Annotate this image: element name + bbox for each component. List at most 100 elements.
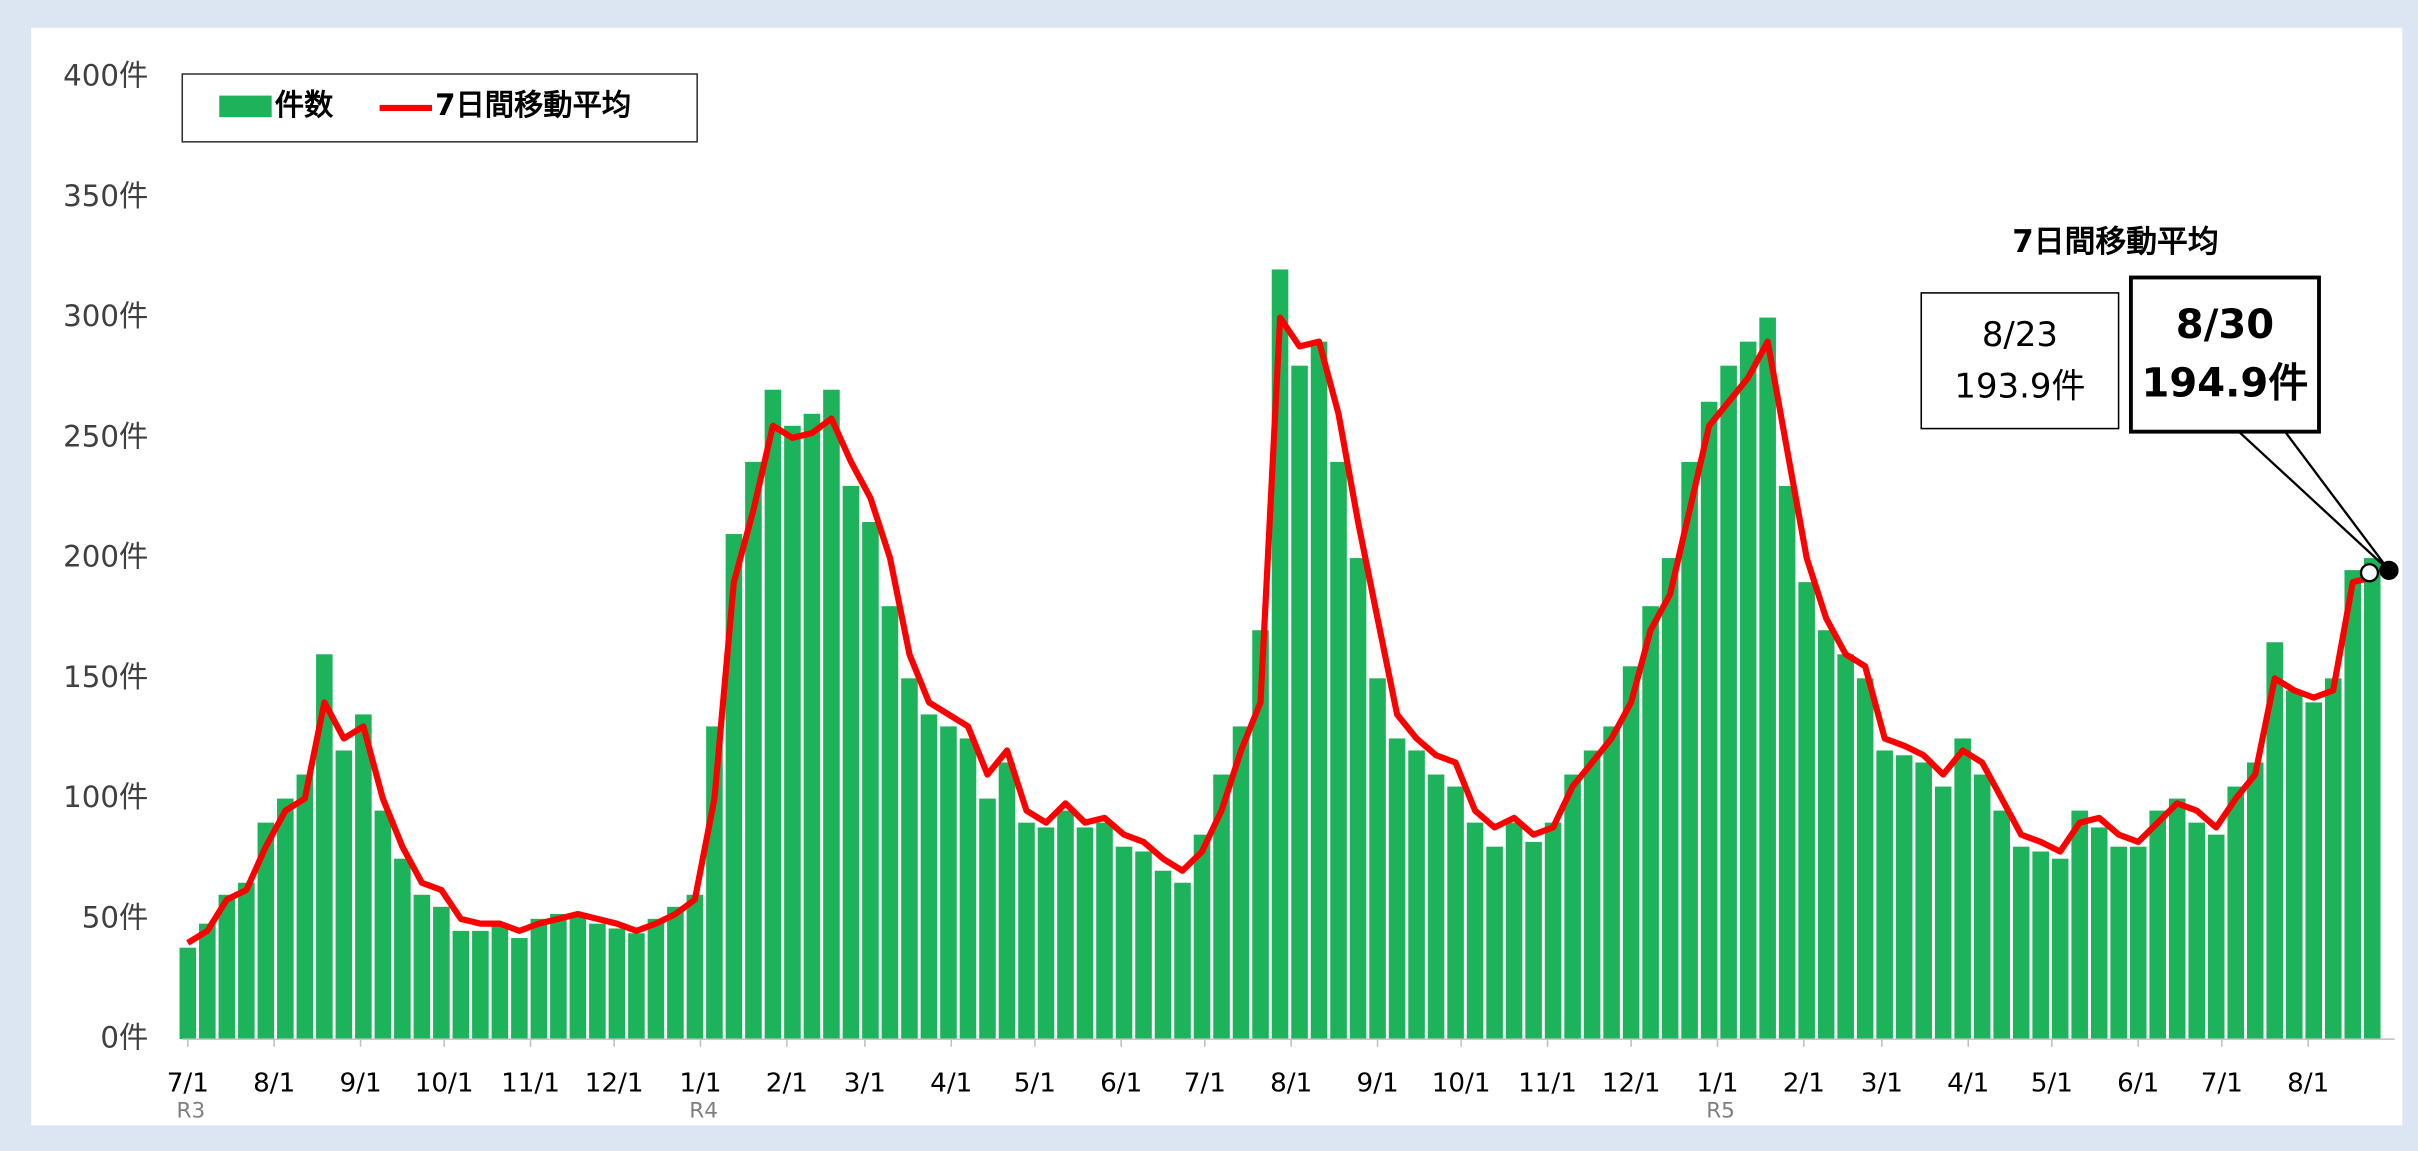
- bar: [2188, 822, 2206, 1040]
- bar: [940, 726, 957, 1040]
- bar: [1427, 774, 1445, 1040]
- bar: [764, 389, 782, 1040]
- era-label: R3: [177, 1099, 206, 1124]
- bar: [277, 798, 294, 1040]
- bar: [628, 933, 645, 1040]
- bar: [1583, 750, 1601, 1040]
- x-tick-label: 7/1: [167, 1068, 209, 1098]
- bar: [1934, 786, 1952, 1040]
- bar: [686, 894, 704, 1040]
- bar: [1700, 401, 1718, 1040]
- x-tick-label: 5/1: [1014, 1068, 1056, 1098]
- bar: [920, 714, 938, 1040]
- bar: [2168, 798, 2186, 1040]
- x-tick-label: 7/1: [2201, 1068, 2243, 1098]
- bar: [296, 774, 314, 1040]
- bar: [1837, 654, 1854, 1040]
- annotation-date: 8/30: [2176, 302, 2274, 348]
- bar: [608, 928, 626, 1040]
- bar: [1486, 846, 1503, 1040]
- bar: [2324, 678, 2342, 1040]
- bar: [199, 923, 216, 1040]
- bar: [394, 858, 411, 1040]
- bar: [2246, 762, 2264, 1040]
- bar: [2227, 786, 2245, 1040]
- bar: [1018, 822, 1035, 1040]
- x-tick-label: 9/1: [339, 1068, 381, 1098]
- bar: [1076, 827, 1094, 1040]
- bar: [2012, 846, 2030, 1040]
- legend: 件数 7日間移動平均: [181, 73, 698, 143]
- annotation-title: 7日間移動平均: [2012, 224, 2218, 260]
- bar: [803, 413, 821, 1040]
- x-tick-label: 3/1: [844, 1068, 886, 1098]
- bar: [2266, 642, 2284, 1040]
- bar: [589, 923, 606, 1040]
- bar: [1681, 461, 1698, 1040]
- annotation-point: [2359, 563, 2380, 583]
- bar: [842, 485, 860, 1040]
- x-tick-label: 8/1: [253, 1068, 295, 1098]
- y-tick-label: 350件: [63, 179, 148, 213]
- bar: [1778, 485, 1796, 1040]
- bar: [901, 678, 918, 1040]
- bar: [1739, 341, 1757, 1040]
- x-tick-label: 5/1: [2031, 1068, 2073, 1098]
- bar: [1232, 726, 1250, 1040]
- bar: [1447, 786, 1464, 1040]
- annotation-date: 8/23: [1982, 315, 2058, 354]
- y-tick-label: 100件: [63, 780, 148, 814]
- bar: [2344, 570, 2362, 1040]
- y-tick-label: 300件: [63, 299, 148, 333]
- bar: [2363, 558, 2381, 1040]
- x-tick-label: 3/1: [1861, 1068, 1903, 1098]
- bar: [1193, 834, 1211, 1040]
- x-tick-label: 12/1: [1602, 1068, 1661, 1098]
- annotation-box: [2128, 275, 2321, 434]
- bar: [257, 822, 275, 1040]
- bar: [179, 947, 197, 1040]
- annotation-value: 194.9件: [2142, 360, 2309, 406]
- bar: [2207, 834, 2225, 1040]
- x-tick-label: 2/1: [1783, 1068, 1825, 1098]
- y-tick-label: 50件: [82, 900, 149, 934]
- bar: [2090, 827, 2108, 1040]
- bar: [1759, 317, 1776, 1040]
- x-tick-label: 8/1: [1270, 1068, 1312, 1098]
- bar: [1603, 726, 1620, 1040]
- bar: [1622, 666, 1640, 1040]
- y-tick-label: 200件: [63, 540, 148, 574]
- bar: [1369, 678, 1386, 1040]
- bar: [2051, 858, 2069, 1040]
- bar: [335, 750, 353, 1040]
- bar: [2285, 690, 2303, 1040]
- x-tick-label: 8/1: [2287, 1068, 2329, 1098]
- legend-label: 件数: [275, 88, 334, 122]
- callout-line: [2238, 430, 2390, 572]
- x-tick-label: 6/1: [1100, 1068, 1142, 1098]
- y-tick-label: 0件: [100, 1021, 148, 1055]
- annotation-value: 193.9件: [1954, 366, 2085, 405]
- bar: [1564, 774, 1581, 1040]
- callout-line: [2284, 430, 2390, 572]
- x-tick-label: 9/1: [1356, 1068, 1398, 1098]
- bar: [1408, 750, 1425, 1040]
- bar: [1037, 827, 1055, 1040]
- bar: [1661, 558, 1679, 1040]
- bar: [667, 906, 684, 1040]
- x-tick-label: 4/1: [930, 1068, 972, 1098]
- bar: [647, 918, 665, 1040]
- bar: [1096, 822, 1113, 1040]
- bar: [1057, 810, 1074, 1040]
- bar: [862, 522, 879, 1040]
- x-tick-label: 1/1: [679, 1068, 721, 1098]
- bars: [179, 269, 2381, 1040]
- bar: [2129, 846, 2147, 1040]
- bar: [316, 654, 333, 1040]
- bar: [238, 882, 255, 1040]
- bar: [569, 914, 587, 1040]
- bar: [1291, 365, 1308, 1040]
- bar: [452, 930, 470, 1040]
- bar: [1895, 755, 1913, 1040]
